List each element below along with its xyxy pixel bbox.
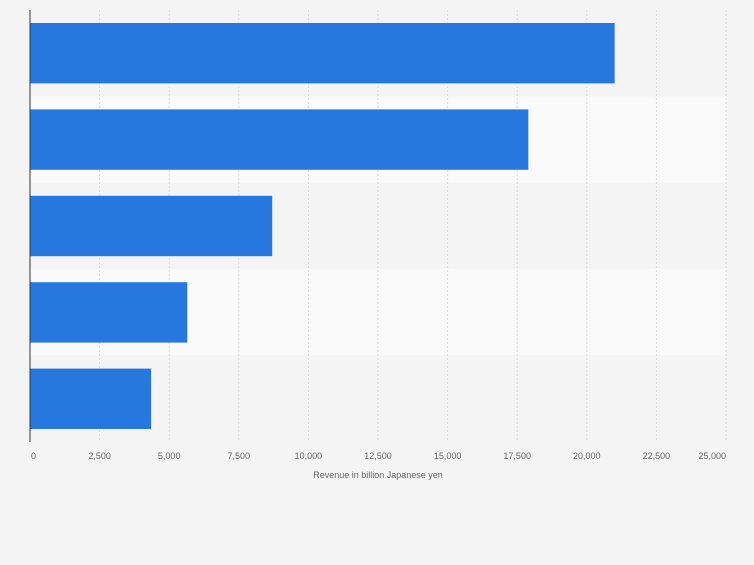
x-tick-label: 25,000 bbox=[698, 451, 726, 461]
x-tick-label: 2,500 bbox=[88, 451, 111, 461]
bar[interactable] bbox=[30, 195, 273, 257]
bar[interactable] bbox=[30, 23, 615, 84]
x-tick-label: 7,500 bbox=[228, 451, 251, 461]
x-tick-label: 0 bbox=[31, 451, 36, 461]
bar[interactable] bbox=[30, 282, 188, 343]
bar[interactable] bbox=[30, 109, 529, 170]
x-tick-label: 10,000 bbox=[295, 451, 323, 461]
x-axis-title: Revenue in billion Japanese yen bbox=[313, 470, 443, 480]
bars bbox=[30, 23, 615, 429]
x-axis-ticks: 0 2,500 5,000 7,500 10,000 12,500 15,000 17,500… bbox=[31, 451, 726, 461]
x-tick-label: 17,500 bbox=[503, 451, 531, 461]
x-tick-label: 20,000 bbox=[573, 451, 601, 461]
bar[interactable] bbox=[30, 368, 152, 429]
x-tick-label: 12,500 bbox=[364, 451, 392, 461]
x-tick-label: 22,500 bbox=[643, 451, 671, 461]
x-tick-label: 5,000 bbox=[158, 451, 181, 461]
x-tick-label: 15,000 bbox=[434, 451, 462, 461]
